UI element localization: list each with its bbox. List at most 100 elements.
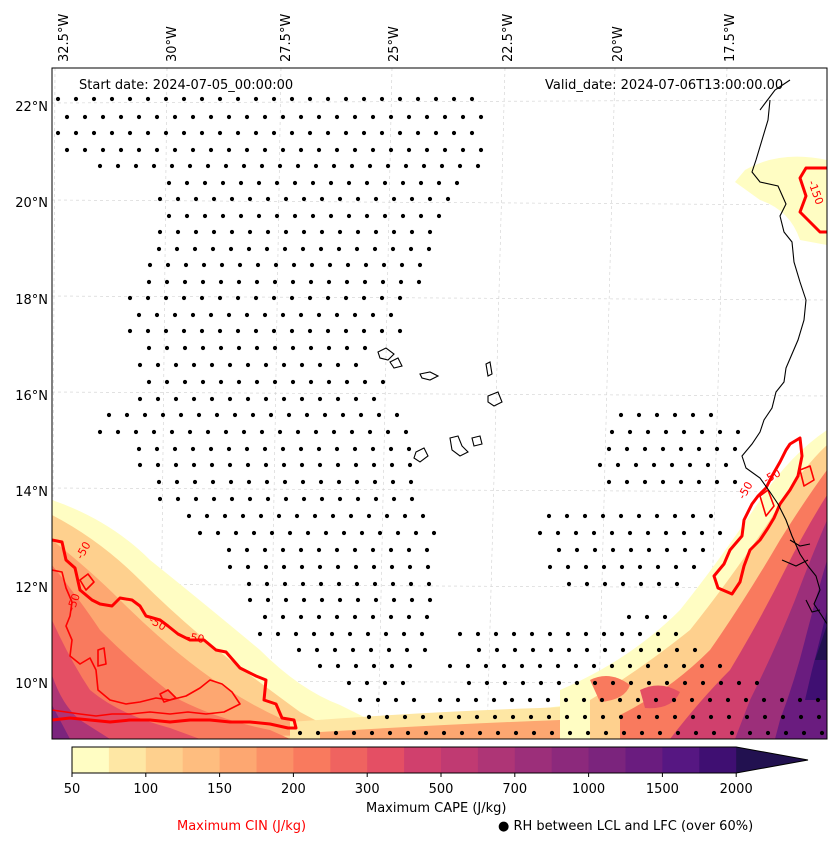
rh-dot xyxy=(186,513,192,519)
rh-dot xyxy=(245,564,251,570)
rh-dot xyxy=(700,680,706,686)
rh-dot xyxy=(682,547,688,553)
rh-dot xyxy=(714,446,720,452)
rh-dot xyxy=(416,279,422,285)
rh-dot xyxy=(265,496,271,502)
rh-dot xyxy=(370,547,376,553)
rh-dot xyxy=(182,345,188,351)
colorbar-tick-label: 700 xyxy=(502,782,527,797)
rh-dot xyxy=(495,730,501,736)
rh-dot xyxy=(408,479,414,485)
rh-dot xyxy=(779,697,785,703)
rh-dot xyxy=(618,513,624,519)
rh-dot xyxy=(262,547,268,553)
rh-dot xyxy=(335,396,341,402)
rh-dot xyxy=(164,279,170,285)
rh-dot xyxy=(371,564,377,570)
rh-dot xyxy=(409,597,415,603)
rh-dot xyxy=(693,730,699,736)
rh-dot xyxy=(382,680,388,686)
rh-dot xyxy=(174,246,180,252)
rh-dot xyxy=(654,513,660,519)
start-date-label: Start date: 2024-07-05_00:00:00 xyxy=(79,78,294,93)
rh-dot xyxy=(233,530,239,536)
rh-dot xyxy=(166,180,172,186)
rh-dot xyxy=(307,295,313,301)
rh-dot xyxy=(344,379,350,385)
rh-dot xyxy=(663,530,669,536)
rh-dot xyxy=(417,262,423,268)
rh-dot xyxy=(317,663,323,669)
rh-dot xyxy=(549,730,555,736)
colorbar-cell xyxy=(367,747,405,773)
rh-dot xyxy=(298,446,304,452)
rh-dot xyxy=(708,412,714,418)
rh-dot xyxy=(318,581,324,587)
rh-dot xyxy=(325,130,331,136)
valid-date-label: Valid_date: 2024-07-06T13:00:00.00 xyxy=(545,78,784,93)
rh-dot xyxy=(501,663,507,669)
rh-dot xyxy=(565,564,571,570)
rh-dot xyxy=(567,730,573,736)
rh-dot xyxy=(537,663,543,669)
rh-dot xyxy=(106,412,112,418)
rh-dot xyxy=(426,581,432,587)
rh-dot xyxy=(146,345,152,351)
rh-dot xyxy=(433,130,439,136)
rh-dot xyxy=(91,96,97,102)
rh-dot xyxy=(222,513,228,519)
rh-dot xyxy=(678,446,684,452)
rh-dot xyxy=(345,262,351,268)
rh-dot xyxy=(606,479,612,485)
rh-dot xyxy=(226,312,232,318)
rh-dot xyxy=(268,412,274,418)
rh-dot xyxy=(447,663,453,669)
rh-dot xyxy=(555,663,561,669)
lat-label: 12°N xyxy=(15,581,48,596)
rh-dot xyxy=(328,213,334,219)
rh-dot xyxy=(353,663,359,669)
rh-dot xyxy=(211,496,217,502)
rh-dot xyxy=(308,345,314,351)
rh-dot xyxy=(156,479,162,485)
rh-dot xyxy=(388,547,394,553)
rh-dot xyxy=(816,714,822,720)
rh-dot xyxy=(299,362,305,368)
rh-dot xyxy=(253,328,259,334)
rh-dot xyxy=(660,446,666,452)
rh-dot xyxy=(227,362,233,368)
rh-dot xyxy=(271,295,277,301)
rh-dot xyxy=(264,479,270,485)
rh-dot xyxy=(426,246,432,252)
rh-dot xyxy=(263,462,269,468)
rh-dot xyxy=(192,246,198,252)
rh-dot xyxy=(307,328,313,334)
rh-dot xyxy=(573,663,579,669)
rh-dot xyxy=(323,530,329,536)
rh-dot xyxy=(664,680,670,686)
rh-dot xyxy=(64,147,70,153)
rh-dot xyxy=(317,362,323,368)
rh-dot xyxy=(566,647,572,653)
rh-dot xyxy=(436,213,442,219)
rh-dot xyxy=(309,262,315,268)
rh-dot xyxy=(332,647,338,653)
rh-dot xyxy=(294,513,300,519)
rh-dot xyxy=(474,714,480,720)
rh-dot xyxy=(385,163,391,169)
rh-dot xyxy=(529,631,535,637)
rh-dot xyxy=(155,462,161,468)
rh-dot xyxy=(293,631,299,637)
rh-dot xyxy=(246,479,252,485)
rh-dot xyxy=(291,262,297,268)
rh-dot xyxy=(118,147,124,153)
rh-dot xyxy=(708,714,714,720)
rh-dot xyxy=(366,714,372,720)
rh-dot xyxy=(290,345,296,351)
rh-dot xyxy=(352,614,358,620)
rh-dot xyxy=(402,714,408,720)
rh-dot xyxy=(397,295,403,301)
rh-dot xyxy=(389,663,395,669)
rh-dot xyxy=(299,564,305,570)
rh-dot xyxy=(169,163,175,169)
